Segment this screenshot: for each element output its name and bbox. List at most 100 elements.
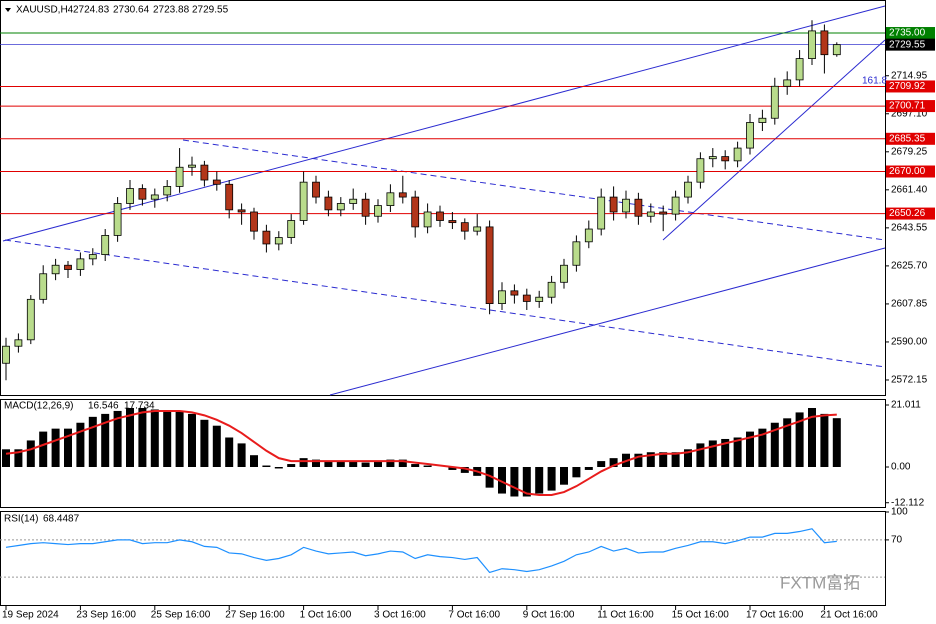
level-label-box bbox=[886, 132, 935, 145]
candle-body bbox=[324, 196, 333, 211]
y-tick-label: 2714.95 bbox=[891, 70, 928, 81]
candle-body bbox=[398, 192, 407, 198]
ohlc-open: 2724.83 bbox=[73, 5, 110, 16]
candle-body bbox=[733, 147, 742, 162]
candle-body bbox=[584, 228, 593, 243]
macd-bar bbox=[795, 412, 804, 467]
y-tick-label: 2590.00 bbox=[891, 337, 928, 348]
ohlc-low: 2723.88 bbox=[153, 5, 190, 16]
macd-bar bbox=[411, 464, 420, 467]
macd-bar bbox=[733, 437, 742, 467]
macd-bar bbox=[163, 410, 172, 467]
y-tick-label: 2661.40 bbox=[891, 184, 928, 195]
macd-bar bbox=[64, 428, 72, 467]
macd-bar bbox=[522, 466, 531, 497]
candle-body bbox=[26, 298, 35, 341]
candle-body bbox=[163, 186, 172, 196]
candle-body bbox=[88, 254, 97, 260]
candle-body bbox=[572, 241, 581, 266]
candle-body bbox=[200, 164, 209, 181]
macd-bar bbox=[758, 428, 767, 467]
level-label-box bbox=[886, 80, 935, 93]
x-tick-label: 3 Oct 16:00 bbox=[374, 610, 426, 621]
macd-bar bbox=[2, 449, 10, 467]
macd-bar bbox=[26, 440, 35, 467]
candle-body bbox=[14, 339, 23, 347]
rsi-panel bbox=[0, 511, 886, 606]
x-tick-label: 15 Oct 16:00 bbox=[672, 610, 730, 621]
macd-title: MACD(12,26,9) bbox=[4, 401, 73, 412]
macd-bar bbox=[76, 422, 85, 467]
macd-bar bbox=[832, 418, 841, 467]
macd-bar bbox=[460, 466, 469, 473]
candle-body bbox=[473, 226, 482, 232]
macd-panel bbox=[0, 399, 886, 508]
macd-bar bbox=[820, 413, 829, 467]
macd-bar bbox=[485, 466, 494, 488]
candle-body bbox=[522, 294, 531, 302]
macd-bar bbox=[200, 419, 209, 467]
macd-bar bbox=[188, 413, 196, 467]
candle-body bbox=[659, 211, 668, 215]
candle-body bbox=[808, 30, 816, 59]
candle-body bbox=[547, 281, 556, 298]
candle-body bbox=[510, 290, 519, 296]
level-label: 2685.35 bbox=[889, 133, 926, 144]
macd-bar bbox=[386, 459, 395, 467]
candle-body bbox=[250, 211, 258, 232]
macd-bar bbox=[374, 461, 382, 467]
x-tick-label: 9 Oct 16:00 bbox=[523, 610, 575, 621]
y-tick-label: 21.011 bbox=[891, 400, 921, 411]
macd-bar bbox=[671, 452, 680, 467]
current-price-box bbox=[886, 38, 935, 51]
y-tick-label: 70 bbox=[891, 535, 903, 546]
trendline bbox=[662, 39, 886, 241]
candle-body bbox=[386, 192, 395, 206]
candle-body bbox=[832, 44, 841, 56]
candle-body bbox=[64, 264, 72, 270]
candle-body bbox=[349, 198, 358, 204]
macd-bar bbox=[684, 449, 692, 467]
candle-body bbox=[795, 58, 804, 81]
series-line bbox=[5, 409, 837, 497]
macd-bar bbox=[312, 459, 320, 467]
main-panel bbox=[0, 0, 886, 396]
candle-body bbox=[76, 258, 85, 270]
macd-bar bbox=[646, 452, 655, 467]
macd-bar bbox=[609, 458, 618, 467]
macd-bar bbox=[212, 425, 221, 467]
candle-body bbox=[411, 196, 420, 228]
x-tick-label: 11 Oct 16:00 bbox=[597, 610, 654, 621]
candle-body bbox=[498, 290, 506, 305]
level-label: 2670.00 bbox=[889, 166, 926, 177]
macd-bar bbox=[150, 409, 159, 467]
level-label-box bbox=[886, 100, 935, 113]
candle-body bbox=[708, 156, 717, 160]
candle-body bbox=[237, 209, 246, 213]
level-label-box bbox=[886, 207, 935, 220]
macd-bar bbox=[175, 410, 184, 467]
signal-value: 17.734 bbox=[124, 401, 155, 412]
macd-bar bbox=[708, 440, 717, 467]
macd-bar bbox=[138, 407, 147, 467]
candle-body bbox=[39, 273, 48, 300]
candle-body bbox=[212, 179, 221, 185]
series-line bbox=[5, 528, 837, 574]
candle-body bbox=[634, 198, 643, 217]
x-tick-label: 7 Oct 16:00 bbox=[448, 610, 500, 621]
candle-body bbox=[696, 158, 705, 183]
macd-bar bbox=[225, 437, 234, 467]
macd-bar bbox=[510, 466, 519, 497]
y-tick-label: -12.112 bbox=[891, 497, 925, 508]
macd-bar bbox=[423, 465, 432, 467]
level-label: 2650.26 bbox=[889, 208, 926, 219]
trendline bbox=[329, 247, 886, 396]
candle-body bbox=[175, 166, 184, 187]
level-label: 2735.00 bbox=[889, 28, 926, 39]
macd-bar bbox=[783, 418, 792, 467]
y-tick-label: 2679.25 bbox=[891, 146, 928, 157]
candle-body bbox=[609, 196, 618, 213]
macd-bar bbox=[113, 410, 122, 467]
candle-body bbox=[646, 211, 655, 217]
